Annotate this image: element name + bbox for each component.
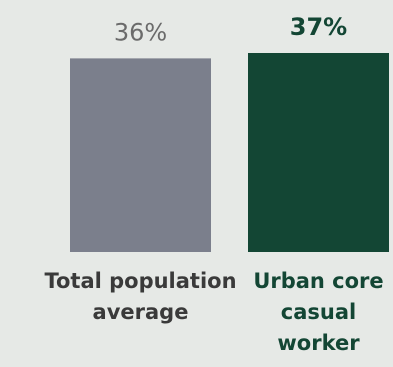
- bar-1: [248, 53, 389, 252]
- bars-group: [70, 53, 389, 252]
- value-label-1: 37%: [290, 13, 347, 41]
- value-labels-group: 36% 37%: [114, 13, 347, 46]
- category-label-1-line-2: worker: [277, 331, 360, 355]
- category-label-1: Urban core casual worker: [253, 269, 383, 355]
- category-label-1-line-0: Urban core: [253, 269, 383, 293]
- category-label-1-line-1: casual: [281, 300, 356, 324]
- category-labels-group: Total population average Urban core casual w…: [44, 269, 383, 355]
- value-label-0: 36%: [114, 18, 167, 46]
- category-label-0: Total population average: [44, 269, 236, 324]
- category-label-0-line-1: average: [93, 300, 189, 324]
- bar-0: [70, 58, 211, 252]
- category-label-0-line-0: Total population: [44, 269, 236, 293]
